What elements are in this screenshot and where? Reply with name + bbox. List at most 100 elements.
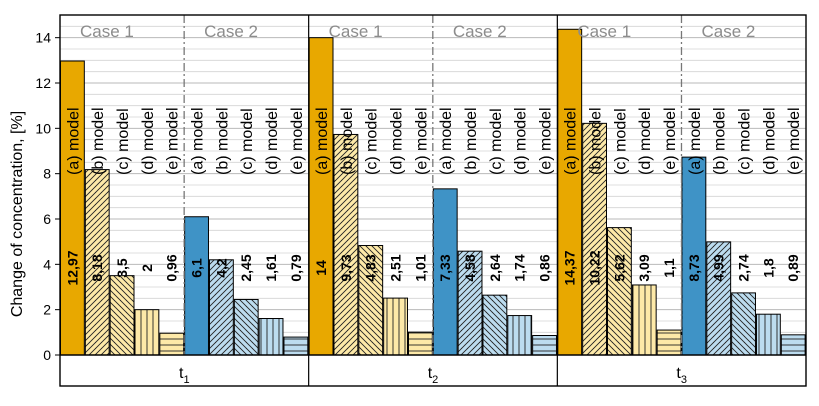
bar [407, 331, 433, 356]
bars [60, 28, 806, 356]
bar-value-label: 4,83 [363, 254, 379, 281]
bar-value-label: 4,99 [711, 254, 727, 281]
bar-value-label: 0,96 [164, 254, 180, 281]
bar-value-label: 2,51 [388, 254, 404, 281]
case-label: Case 2 [701, 22, 755, 41]
bar-value-label: 1,61 [263, 254, 279, 281]
bar [606, 227, 632, 356]
y-tick-label: 12 [35, 75, 51, 91]
bar-value-label: 7,33 [437, 254, 453, 281]
model-label: (a) model [314, 107, 331, 175]
bar-value-label: 5,62 [611, 254, 627, 281]
bar-value-label: 0,89 [785, 254, 801, 281]
bar [383, 297, 408, 356]
labels: Case 1 (a) model 12,97 (b) model 8,18 (c) mod… [35, 22, 803, 386]
bar-value-label: 10,22 [587, 250, 603, 285]
bar-value-label: 6,1 [189, 258, 205, 278]
bar [134, 309, 160, 356]
model-label: (c) model [612, 108, 629, 175]
group-label: t2 [428, 365, 439, 386]
bar [60, 60, 85, 356]
model-label: (e) model [289, 107, 306, 175]
bar [532, 335, 557, 356]
model-label: (c) model [115, 108, 132, 175]
y-axis-label: Change of concentration, [%] [9, 111, 26, 317]
model-label: (a) model [190, 107, 207, 175]
case-label: Case 1 [80, 22, 134, 41]
model-label: (c) model [488, 108, 505, 175]
bar-value-label: 2,74 [736, 254, 752, 281]
bar-value-label: 14,37 [562, 250, 578, 285]
model-label: (b) model [90, 107, 107, 175]
model-label: (d) model [637, 107, 654, 175]
bar-value-label: 8,73 [686, 254, 702, 281]
model-label: (e) model [413, 107, 430, 175]
bar-value-label: 14 [313, 260, 329, 276]
case-label: Case 2 [453, 22, 507, 41]
group-label: t3 [676, 365, 687, 386]
bar [557, 28, 583, 356]
model-label: (b) model [712, 107, 729, 175]
model-label: (d) model [761, 107, 778, 175]
plot-frame [59, 14, 807, 387]
bar-value-label: 3,09 [636, 254, 652, 281]
bar-value-label: 0,79 [288, 254, 304, 281]
bar-value-label: 1,8 [760, 258, 776, 278]
bar-value-label: 8,18 [89, 254, 105, 281]
model-label: (e) model [786, 107, 803, 175]
bar [755, 313, 781, 356]
bar-value-label: 1,74 [512, 254, 528, 281]
bar-value-label: 4,58 [462, 254, 478, 281]
model-label: (d) model [264, 107, 281, 175]
group-label: t1 [179, 365, 190, 386]
bar-value-label: 2,45 [238, 254, 254, 281]
model-label: (a) model [438, 107, 455, 175]
bar-value-label: 12,97 [64, 250, 80, 285]
case-label: Case 2 [204, 22, 258, 41]
y-tick-label: 2 [43, 302, 51, 318]
bar [184, 216, 209, 356]
case-label: Case 1 [577, 22, 631, 41]
model-label: (b) model [463, 107, 480, 175]
model-label: (d) model [513, 107, 530, 175]
y-tick-label: 10 [35, 120, 51, 136]
model-label: (e) model [662, 107, 679, 175]
bar-value-label: 2,64 [487, 254, 503, 281]
bar [780, 334, 806, 356]
model-label: (c) model [737, 108, 754, 175]
bar [233, 298, 259, 356]
model-label: (e) model [538, 107, 555, 175]
bar [631, 284, 657, 356]
model-label: (e) model [165, 107, 182, 175]
y-tick-label: 6 [43, 211, 51, 227]
model-label: (a) model [687, 107, 704, 175]
bar-value-label: 2 [139, 264, 155, 272]
y-tick-label: 4 [43, 256, 51, 272]
axes [55, 14, 807, 387]
bar [656, 329, 682, 356]
bar [283, 336, 309, 356]
bar [482, 294, 508, 356]
y-tick-label: 8 [43, 166, 51, 182]
bar-value-label: 3,5 [114, 258, 130, 278]
bar-value-label: 9,73 [338, 254, 354, 281]
y-tick-label: 0 [43, 347, 51, 363]
bar [109, 275, 135, 356]
bar-value-label: 1,1 [661, 258, 677, 278]
case-label: Case 1 [329, 22, 383, 41]
bar [507, 315, 533, 356]
bar [731, 292, 756, 356]
bar-value-label: 1,01 [412, 254, 428, 281]
bar-value-label: 0,86 [537, 254, 553, 281]
model-label: (b) model [339, 107, 356, 175]
model-label: (c) model [239, 108, 256, 175]
model-label: (c) model [364, 108, 381, 175]
model-label: (b) model [214, 107, 231, 175]
model-label: (a) model [563, 107, 580, 175]
bar [159, 332, 185, 356]
y-tick-label: 14 [35, 30, 51, 46]
model-label: (d) model [389, 107, 406, 175]
model-label: (b) model [588, 107, 605, 175]
model-label: (d) model [140, 107, 157, 175]
